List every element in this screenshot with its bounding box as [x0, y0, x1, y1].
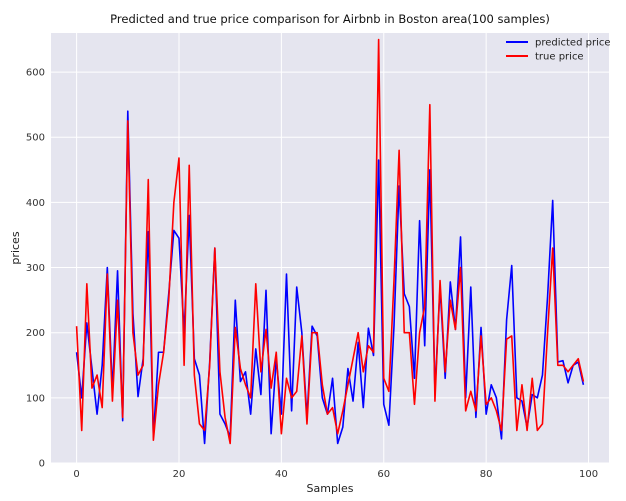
series-line-true-price: [75, 38, 585, 445]
y-tick-label: 500: [26, 133, 45, 144]
x-tick-label: 0: [73, 469, 79, 480]
legend-label: true price: [535, 52, 584, 63]
tick-labels: 0 20 40 60 80 100 0 100 200 300 400 500 600: [26, 68, 598, 480]
x-tick-label: 100: [579, 469, 598, 480]
x-tick-label: 60: [377, 469, 390, 480]
y-tick-label: 0: [39, 459, 45, 470]
y-tick-label: 600: [26, 68, 45, 79]
y-tick-label: 100: [26, 393, 45, 404]
x-tick-label: 80: [480, 469, 493, 480]
y-tick-label: 300: [26, 263, 45, 274]
x-tick-label: 20: [173, 469, 186, 480]
y-axis-label: prices: [9, 231, 22, 264]
y-tick-label: 200: [26, 328, 45, 339]
legend-label: predicted price: [535, 38, 611, 49]
x-tick-label: 40: [275, 469, 288, 480]
x-axis-label: Samples: [307, 482, 354, 495]
y-tick-label: 400: [26, 198, 45, 209]
chart-title: Predicted and true price comparison for …: [110, 12, 550, 26]
legend: predicted price true price: [506, 38, 611, 63]
series-lines: [75, 38, 585, 445]
